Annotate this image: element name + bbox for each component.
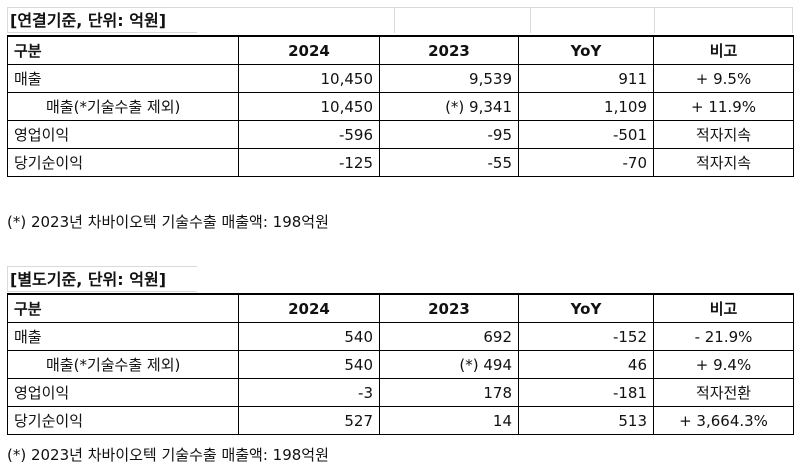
cell-2024: 540 — [238, 350, 380, 379]
table-row: 영업이익 -3 178 -181 적자전환 — [7, 378, 794, 407]
cell-yoy: -152 — [518, 322, 654, 351]
cell-yoy: 911 — [518, 64, 654, 93]
cell-2023: (*) 494 — [379, 350, 519, 379]
table-row: 매출 10,450 9,539 911 + 9.5% — [7, 64, 794, 93]
cell-2024: -125 — [238, 148, 380, 177]
separate-title: [별도기준, 단위: 억원] — [7, 266, 197, 292]
header-2024: 2024 — [238, 35, 380, 65]
separate-table: 구분 2024 2023 YoY 비고 매출 540 692 -152 - 21… — [7, 293, 794, 435]
row-label: 매출 — [7, 322, 239, 351]
cell-yoy: 513 — [518, 406, 654, 435]
header-yoy: YoY — [518, 293, 654, 323]
cell-2024: -3 — [238, 378, 380, 407]
cell-remark: + 9.4% — [653, 350, 794, 379]
table-row: 당기순이익 527 14 513 + 3,664.3% — [7, 406, 794, 435]
cell-remark: + 9.5% — [653, 64, 794, 93]
cell-remark: + 3,664.3% — [653, 406, 794, 435]
row-label: 당기순이익 — [7, 406, 239, 435]
cell-yoy: -501 — [518, 120, 654, 149]
title-grid-cell — [395, 7, 531, 33]
cell-remark: - 21.9% — [653, 322, 794, 351]
header-remark: 비고 — [653, 293, 794, 323]
table-header-row: 구분 2024 2023 YoY 비고 — [7, 35, 794, 65]
table-row: 매출(*기술수출 제외) 10,450 (*) 9,341 1,109 + 11… — [7, 92, 794, 121]
cell-2023: -95 — [379, 120, 519, 149]
cell-2024: -596 — [238, 120, 380, 149]
header-2024: 2024 — [238, 293, 380, 323]
cell-2023: 178 — [379, 378, 519, 407]
table-header-row: 구분 2024 2023 YoY 비고 — [7, 293, 794, 323]
header-yoy: YoY — [518, 35, 654, 65]
header-2023: 2023 — [379, 35, 519, 65]
consolidated-title: [연결기준, 단위: 억원] — [7, 7, 197, 33]
cell-remark: + 11.9% — [653, 92, 794, 121]
header-category: 구분 — [7, 293, 239, 323]
cell-2024: 540 — [238, 322, 380, 351]
table-row: 영업이익 -596 -95 -501 적자지속 — [7, 120, 794, 149]
title-grid-cell — [531, 7, 655, 33]
consolidated-footnote: (*) 2023년 차바이오텍 기술수출 매출액: 198억원 — [7, 213, 329, 231]
cell-2023: -55 — [379, 148, 519, 177]
table-row: 매출 540 692 -152 - 21.9% — [7, 322, 794, 351]
row-label: 매출(*기술수출 제외) — [7, 92, 239, 121]
cell-remark: 적자전환 — [653, 378, 794, 407]
table-row: 매출(*기술수출 제외) 540 (*) 494 46 + 9.4% — [7, 350, 794, 379]
cell-2024: 10,450 — [238, 92, 380, 121]
title-grid-cell — [655, 7, 793, 33]
row-label: 영업이익 — [7, 120, 239, 149]
row-label: 매출 — [7, 64, 239, 93]
header-remark: 비고 — [653, 35, 794, 65]
cell-2024: 10,450 — [238, 64, 380, 93]
row-label: 매출(*기술수출 제외) — [7, 350, 239, 379]
cell-2024: 527 — [238, 406, 380, 435]
separate-footnote: (*) 2023년 차바이오텍 기술수출 매출액: 198억원 — [7, 446, 329, 464]
cell-2023: 14 — [379, 406, 519, 435]
header-category: 구분 — [7, 35, 239, 65]
consolidated-table: 구분 2024 2023 YoY 비고 매출 10,450 9,539 911 … — [7, 35, 794, 177]
cell-remark: 적자지속 — [653, 120, 794, 149]
header-2023: 2023 — [379, 293, 519, 323]
title-grid-cell — [197, 7, 395, 33]
cell-2023: (*) 9,341 — [379, 92, 519, 121]
row-label: 당기순이익 — [7, 148, 239, 177]
cell-yoy: 1,109 — [518, 92, 654, 121]
cell-yoy: 46 — [518, 350, 654, 379]
row-label: 영업이익 — [7, 378, 239, 407]
cell-2023: 9,539 — [379, 64, 519, 93]
cell-remark: 적자지속 — [653, 148, 794, 177]
cell-yoy: -181 — [518, 378, 654, 407]
table-row: 당기순이익 -125 -55 -70 적자지속 — [7, 148, 794, 177]
cell-2023: 692 — [379, 322, 519, 351]
cell-yoy: -70 — [518, 148, 654, 177]
